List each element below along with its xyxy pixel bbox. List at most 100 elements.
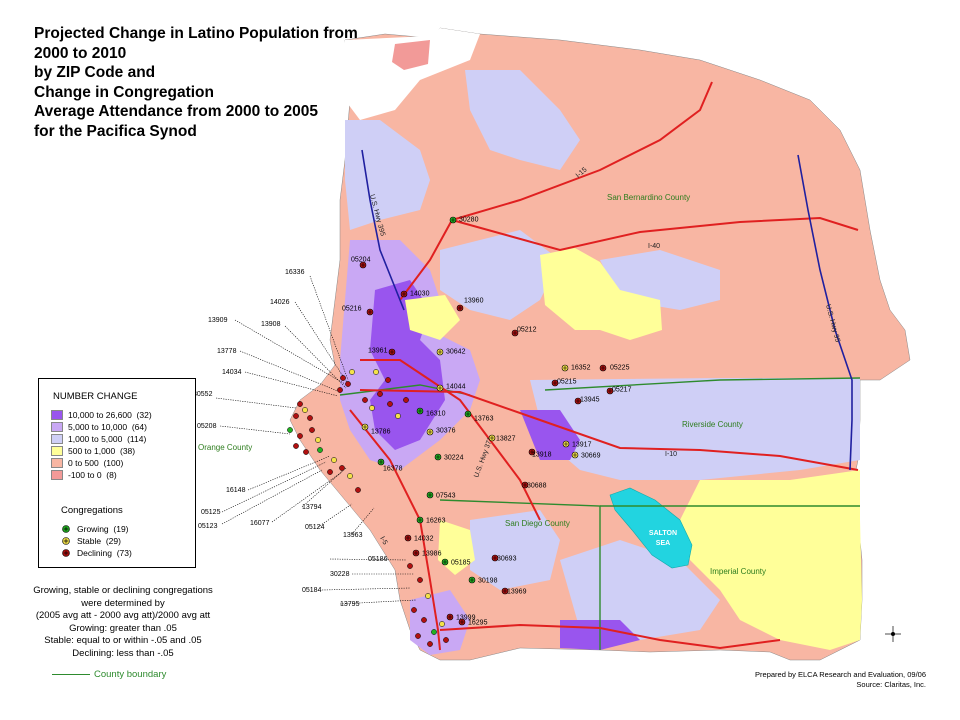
marker-cross <box>414 551 418 555</box>
legend-swatch <box>51 457 63 468</box>
congregation-marker-declining <box>337 387 343 393</box>
marker-cross <box>530 450 534 454</box>
congregation-marker-declining: 13986 <box>412 549 442 558</box>
blank-area <box>345 28 480 120</box>
congregation-marker-stable <box>439 621 445 627</box>
congregation-marker-declining <box>345 381 351 387</box>
marker-label: 05204 <box>351 257 371 264</box>
us-highways <box>361 149 853 471</box>
marker-label: 30642 <box>446 349 466 356</box>
legend-congregation-label: Declining <box>77 547 112 558</box>
congregations-heading: Congregations <box>61 505 123 516</box>
i15-line <box>399 81 713 301</box>
marker-label: 05212 <box>517 327 537 334</box>
marker-cross <box>470 578 474 582</box>
salton-sea-label-2: SEA <box>656 540 670 547</box>
congregation-marker-stable: 30669 <box>571 451 601 460</box>
marker-label: 13986 <box>422 551 442 558</box>
marker-label: 30693 <box>497 556 517 563</box>
congregation-marker-growing: 30280 <box>449 217 479 224</box>
legend-swatch <box>51 469 63 480</box>
legend-swatch <box>51 421 63 432</box>
congregation-marker-declining <box>362 397 368 403</box>
congregation-marker-declining: 05212 <box>511 327 537 337</box>
marker-label: 13999 <box>456 615 476 622</box>
region-yellow-1 <box>540 248 662 340</box>
marker-cross <box>513 331 517 335</box>
legend-range: 500 to 1,000 <box>68 445 116 456</box>
callout-label: 05186 <box>368 556 388 563</box>
congregation-marker-declining <box>297 433 303 439</box>
congregation-marker-growing: 13763 <box>464 410 494 423</box>
marker-cross <box>406 536 410 540</box>
methodology-notes: Growing, stable or declining congregatio… <box>28 585 218 660</box>
marker-label: 30376 <box>436 428 456 435</box>
note-line: (2005 avg att - 2000 avg att)/2000 avg a… <box>35 610 211 621</box>
marker-cross <box>601 366 605 370</box>
san-diego-label: San Diego County <box>505 519 570 528</box>
county-boundary-label: County boundary <box>94 669 167 680</box>
congregation-marker-declining <box>387 401 393 407</box>
marker-cross <box>563 366 567 370</box>
growing-marker-icon <box>62 524 70 533</box>
marker-label: 13945 <box>580 397 600 404</box>
congregation-marker-declining <box>309 427 315 433</box>
legend-congregation-count: (29) <box>105 535 121 546</box>
i5-line <box>349 409 441 651</box>
congregation-marker-growing <box>317 447 323 453</box>
congregation-marker-declining: 13969 <box>501 587 527 596</box>
legend-count: (32) <box>136 409 152 420</box>
marker-cross <box>402 292 406 296</box>
note-line: Declining: less than -.05 <box>72 647 174 659</box>
i40-line <box>451 216 859 252</box>
congregation-marker-declining <box>339 465 345 471</box>
callout-lines <box>215 275 417 605</box>
riverside-label: Riverside County <box>682 420 743 429</box>
callout-label: 05123 <box>198 523 218 530</box>
legend-congregation-label: Stable <box>77 535 102 546</box>
marker-label: 13969 <box>507 589 527 596</box>
congregation-marker-stable <box>302 407 308 413</box>
salton-sea <box>609 487 693 569</box>
marker-cross <box>379 460 383 464</box>
legend-range: 0 to 500 <box>68 457 99 468</box>
map-title: Projected Change in Latino Population fr… <box>34 24 384 141</box>
compass-icon <box>885 626 901 642</box>
marker-label: 16352 <box>571 365 591 372</box>
legend-swatch <box>51 409 63 420</box>
marker-cross <box>438 386 442 390</box>
congregation-marker-declining <box>415 633 421 639</box>
marker-label: 13763 <box>474 416 494 423</box>
congregation-marker-declining: 13918 <box>528 448 552 459</box>
congregation-marker-declining <box>377 391 383 397</box>
callout-label: 13795 <box>340 601 360 608</box>
sd-i8-line <box>439 623 781 650</box>
marker-cross <box>460 620 464 624</box>
marker-cross <box>448 615 452 619</box>
callout-label: 13963 <box>343 532 363 539</box>
us95-line <box>797 154 853 471</box>
congregation-marker-declining <box>303 449 309 455</box>
legend-congregation-row: Declining (73) <box>61 547 132 558</box>
marker-label: 14032 <box>414 536 434 543</box>
congregation-marker-declining: 05217 <box>606 387 632 395</box>
congregation-marker-stable <box>369 405 375 411</box>
marker-cross <box>493 556 497 560</box>
marker-label: 30688 <box>527 483 547 490</box>
congregation-marker-declining: 13945 <box>574 397 600 405</box>
legend-class-row: 0 to 500 (100) <box>51 457 123 468</box>
marker-label: 30224 <box>444 455 464 462</box>
congregation-marker-stable: 13786 <box>361 423 391 436</box>
note-line: were determined by <box>81 597 165 609</box>
congregation-marker-declining <box>421 617 427 623</box>
marker-label: 07543 <box>436 493 456 500</box>
congregation-marker-declining <box>293 443 299 449</box>
marker-label: 05216 <box>342 306 362 313</box>
congregation-marker-declining: 13961 <box>368 348 396 356</box>
marker-cross <box>451 218 455 222</box>
congregation-marker-declining <box>427 641 433 647</box>
legend-congregation-row: Stable (29) <box>61 535 121 546</box>
congregation-marker-stable: 13917 <box>562 440 592 449</box>
note-line: Growing, stable or declining congregatio… <box>33 585 213 596</box>
legend-count: (38) <box>120 445 136 456</box>
